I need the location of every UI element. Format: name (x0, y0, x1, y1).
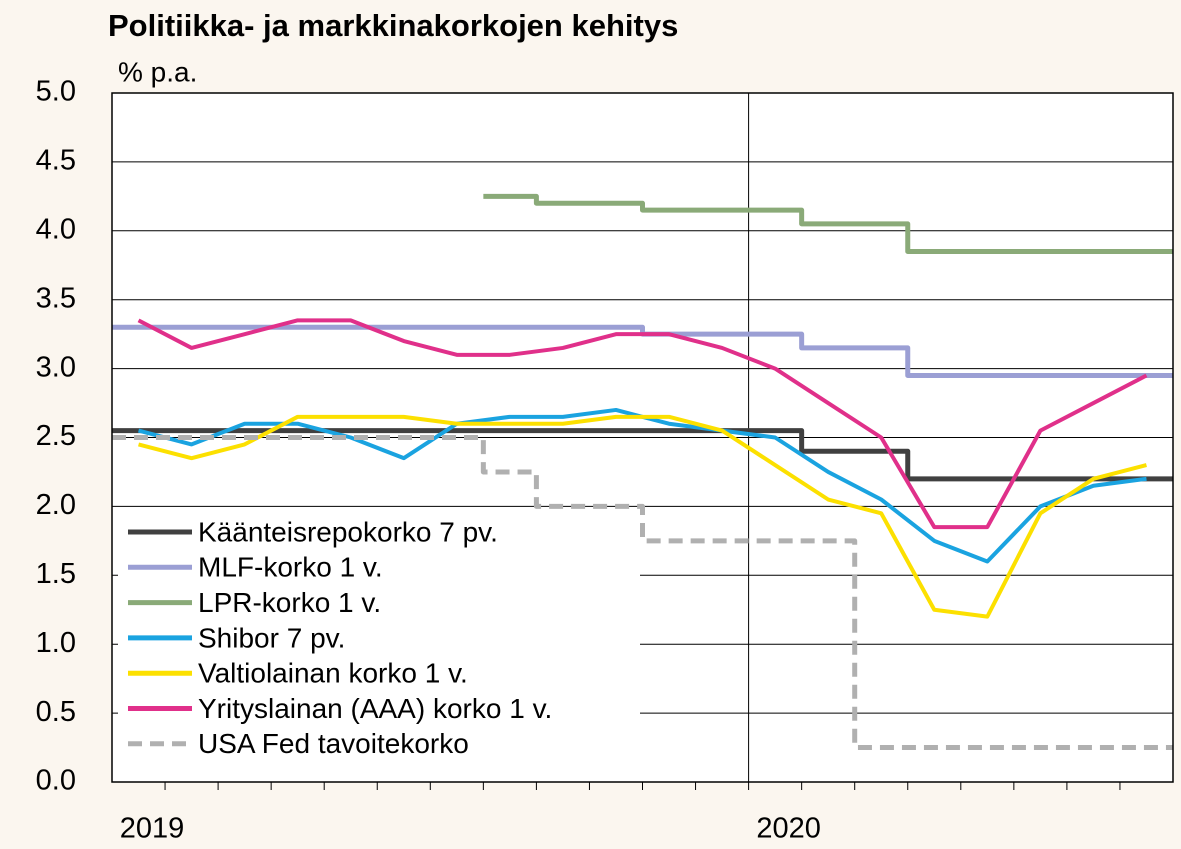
series-line (138, 414, 1147, 619)
legend-box (118, 512, 640, 776)
series-line (483, 193, 1173, 254)
y-tick-label: 5.0 (36, 76, 76, 108)
plot-border (111, 92, 1174, 783)
legend-label: Shibor 7 pv. (198, 622, 345, 653)
legend-label: MLF-korko 1 v. (198, 552, 383, 583)
legend-label: Käänteisrepokorko 7 pv. (198, 516, 498, 547)
series-line (137, 318, 1148, 530)
y-tick-label: 0.5 (36, 696, 76, 728)
legend: Käänteisrepokorko 7 pv. MLF-korko 1 v. LPR… (118, 512, 640, 776)
y-tick-label: 3.0 (36, 351, 76, 383)
y-tick-label: 2.0 (36, 489, 76, 521)
y-tick-label: 4.5 (36, 145, 76, 177)
series-line (112, 435, 1173, 751)
x-tick-label: 2019 (120, 813, 185, 845)
y-tick-label: 3.5 (36, 282, 76, 314)
y-tick-label: 0.0 (36, 765, 76, 797)
x-tick-label: 2020 (756, 813, 821, 845)
y-tick-label: 1.5 (36, 558, 76, 590)
y-tick-label: 2.5 (36, 420, 76, 452)
series-line (112, 428, 1173, 482)
y-axis-label: % p.a. (118, 56, 197, 87)
legend-label: Valtiolainan korko 1 v. (198, 658, 468, 689)
legend-label: USA Fed tavoitekorko (198, 728, 469, 759)
legend-label: LPR-korko 1 v. (198, 587, 381, 618)
chart-title: Politiikka- ja markkinakorkojen kehitys (108, 8, 678, 43)
legend-label: Yrityslainan (AAA) korko 1 v. (198, 693, 552, 724)
y-tick-label: 1.0 (36, 627, 76, 659)
y-tick-label: 4.0 (36, 213, 76, 245)
